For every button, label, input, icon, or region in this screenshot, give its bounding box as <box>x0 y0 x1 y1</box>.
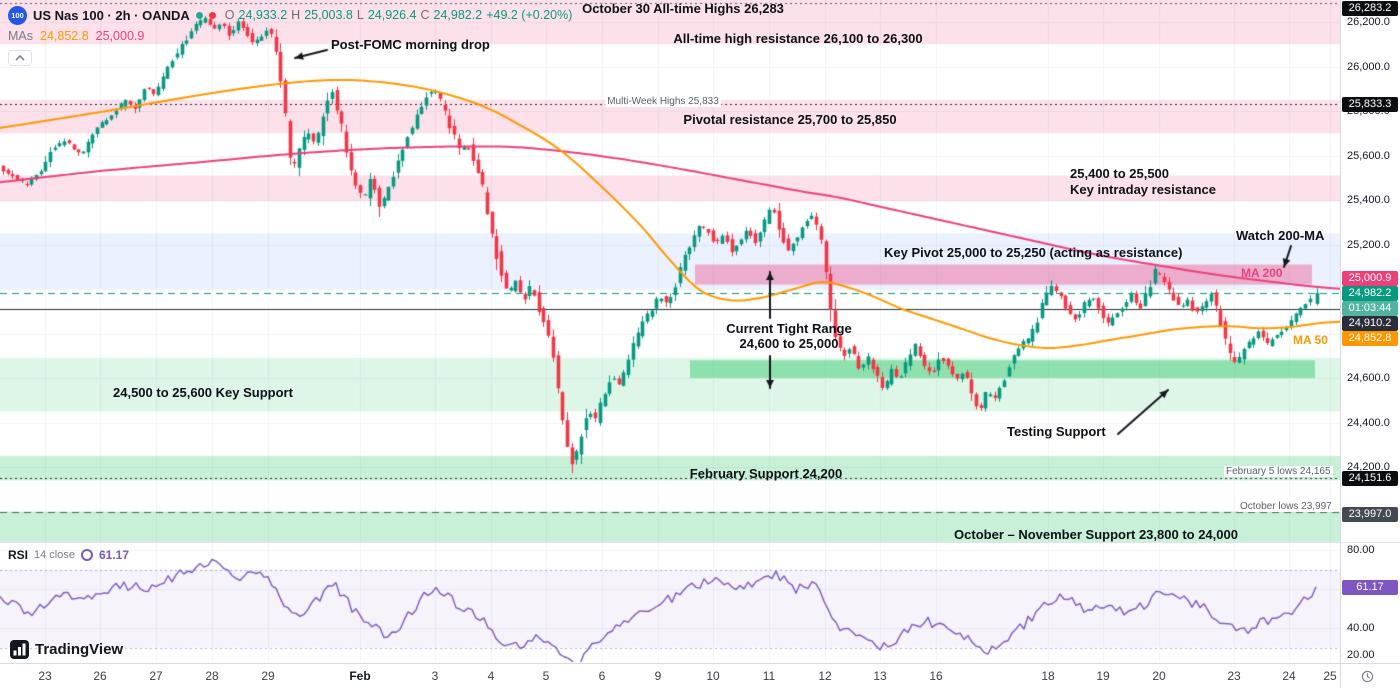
price-tick-label: 26,000.0 <box>1347 60 1390 73</box>
price-axis-badge: 01:03:44 <box>1342 300 1398 316</box>
time-tick-label: 12 <box>818 669 832 683</box>
time-tick-label: 27 <box>149 669 163 683</box>
ma200-value: 25,000.9 <box>95 29 145 43</box>
rsi-value: 61.17 <box>99 548 130 562</box>
symbol-title[interactable]: US Nas 100 · 2h · OANDA <box>33 7 190 23</box>
annotation-intraday-line1: 25,400 to 25,500 <box>1070 166 1170 181</box>
annotation-ma50-label: MA 50 <box>1293 333 1328 347</box>
time-tick-label: 6 <box>598 669 606 683</box>
price-axis-badge: 26,283.2 <box>1342 0 1398 16</box>
time-tick-label: 11 <box>762 669 776 683</box>
annotation-tight-range: Current Tight Range 24,600 to 25,000 <box>726 321 851 351</box>
time-tick-label: 16 <box>929 669 943 683</box>
annotation-oct30-ath: October 30 All-time Highs 26,283 <box>582 1 784 16</box>
price-axis[interactable]: 26,200.026,000.025,800.025,600.025,400.0… <box>1340 0 1400 663</box>
watermark-text: TradingView <box>35 641 124 658</box>
market-status-dot-icon <box>195 11 203 19</box>
timezone-button[interactable] <box>1340 663 1400 688</box>
annotation-key-support: 24,500 to 25,600 Key Support <box>113 385 293 400</box>
time-tick-label: 28 <box>205 669 219 683</box>
tradingview-logo-icon <box>10 640 29 659</box>
annotation-feb5-lows: February 5 lows 24,165 <box>1224 466 1333 477</box>
time-tick-label: 29 <box>261 669 275 683</box>
price-tick-label: 25,600.0 <box>1347 149 1390 162</box>
change-value: +49.2 (+0.20%) <box>486 8 573 22</box>
annotation-october-lows: October lows 23,997 <box>1238 501 1334 512</box>
price-axis-badge: 24,982.2 <box>1342 285 1398 301</box>
tradingview-watermark[interactable]: TradingView <box>10 640 123 659</box>
symbol-legend: 100 US Nas 100 · 2h · OANDA O 24,933.2 H… <box>8 5 573 66</box>
time-tick-label: 13 <box>873 669 887 683</box>
price-axis-badge: 25,833.3 <box>1342 96 1398 112</box>
alert-dot-icon <box>208 11 216 19</box>
annotation-tight-range-line1: Current Tight Range <box>726 321 852 336</box>
rsi-pane-header: RSI 14 close 61.17 <box>8 548 129 562</box>
annotation-multiweek-highs: Multi-Week Highs 25,833 <box>605 96 721 107</box>
annotation-watch-200ma: Watch 200-MA <box>1236 228 1325 243</box>
close-value: 24,982.2 <box>433 8 483 22</box>
time-tick-label: 25 <box>1323 669 1337 683</box>
price-tick-label: 25,200.0 <box>1347 238 1390 251</box>
mas-label: MAs <box>8 29 33 43</box>
open-value: 24,933.2 <box>238 8 288 22</box>
annotation-tight-range-line2: 24,600 to 25,000 <box>739 336 839 351</box>
low-value: 24,926.4 <box>367 8 417 22</box>
time-tick-label: Feb <box>349 669 371 683</box>
low-label: L <box>356 8 364 22</box>
price-axis-badge: 23,997.0 <box>1342 506 1398 522</box>
price-tick-label: 24,200.0 <box>1347 461 1390 474</box>
high-label: H <box>291 8 301 22</box>
rsi-axis-badge: 61.17 <box>1342 579 1398 595</box>
time-tick-label: 10 <box>706 669 720 683</box>
annotation-testing-support: Testing Support <box>1007 424 1106 439</box>
annotation-post-fomc: Post-FOMC morning drop <box>331 37 490 52</box>
rsi-label: RSI <box>8 548 29 562</box>
annotation-intraday-line2: Key intraday resistance <box>1070 182 1216 197</box>
chevron-up-icon <box>15 55 25 61</box>
clock-icon <box>1361 670 1374 682</box>
time-axis[interactable]: 23 26 27 28 29 Feb 3 4 5 6 9 10 11 12 13 16 18 19 20 23 24 25 <box>0 663 1340 688</box>
rsi-params-label: 14 close <box>34 549 75 561</box>
price-tick-label: 25,400.0 <box>1347 194 1390 207</box>
price-chart-canvas[interactable] <box>0 0 1340 663</box>
annotation-ath-resistance: All-time high resistance 26,100 to 26,30… <box>673 31 923 46</box>
annotation-intraday-resistance: 25,400 to 25,500 Key intraday resistance <box>1070 166 1216 198</box>
time-tick-label: 18 <box>1041 669 1055 683</box>
annotation-oct-nov-support: October – November Support 23,800 to 24,… <box>954 527 1238 542</box>
price-tick-label: 24,400.0 <box>1347 416 1390 429</box>
rsi-tick-label: 80.00 <box>1347 544 1375 556</box>
annotation-key-pivot: Key Pivot 25,000 to 25,250 (acting as re… <box>884 245 1183 260</box>
rsi-tick-label: 20.00 <box>1347 649 1375 661</box>
price-axis-badge: 24,852.8 <box>1342 330 1398 346</box>
ohlc-readout: O 24,933.2 H 25,003.8 L 24,926.4 C 24,98… <box>225 8 573 22</box>
annotation-february-support: February Support 24,200 <box>689 466 843 481</box>
rsi-indicator-icon[interactable] <box>81 549 93 561</box>
annotation-ma200-label: MA 200 <box>1241 266 1283 280</box>
ma50-value: 24,852.8 <box>40 29 89 43</box>
time-tick-label: 9 <box>654 669 662 683</box>
close-label: C <box>420 8 430 22</box>
symbol-logo-icon: 100 <box>8 5 27 25</box>
time-tick-label: 3 <box>431 669 439 683</box>
high-value: 25,003.8 <box>304 8 353 22</box>
open-label: O <box>224 8 235 22</box>
legend-collapse-button[interactable] <box>8 50 32 66</box>
time-tick-label: 23 <box>1227 669 1241 683</box>
time-tick-label: 4 <box>487 669 495 683</box>
time-tick-label: 23 <box>38 669 52 683</box>
time-tick-label: 26 <box>93 669 107 683</box>
time-tick-label: 20 <box>1152 669 1166 683</box>
annotation-pivotal-resistance: Pivotal resistance 25,700 to 25,850 <box>683 112 897 127</box>
pane-divider[interactable] <box>0 542 1400 543</box>
price-tick-label: 26,200.0 <box>1347 16 1390 28</box>
price-axis-badge: 24,910.2 <box>1342 315 1398 331</box>
rsi-tick-label: 40.00 <box>1347 622 1375 634</box>
price-axis-badge: 24,151.6 <box>1342 470 1398 486</box>
time-tick-label: 19 <box>1096 669 1110 683</box>
price-tick-label: 24,600.0 <box>1347 372 1390 385</box>
time-tick-label: 5 <box>542 669 550 683</box>
time-tick-label: 24 <box>1282 669 1296 683</box>
price-axis-badge: 25,000.9 <box>1342 270 1398 286</box>
